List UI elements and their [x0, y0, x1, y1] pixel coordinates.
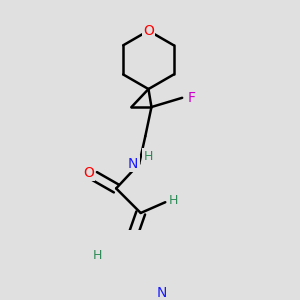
- Text: O: O: [83, 166, 94, 180]
- Text: F: F: [188, 91, 195, 105]
- Text: O: O: [143, 24, 154, 38]
- Text: H: H: [93, 250, 102, 262]
- Text: N: N: [128, 157, 138, 171]
- Text: H: H: [144, 150, 153, 163]
- Text: H: H: [168, 194, 178, 207]
- Text: N: N: [157, 286, 167, 300]
